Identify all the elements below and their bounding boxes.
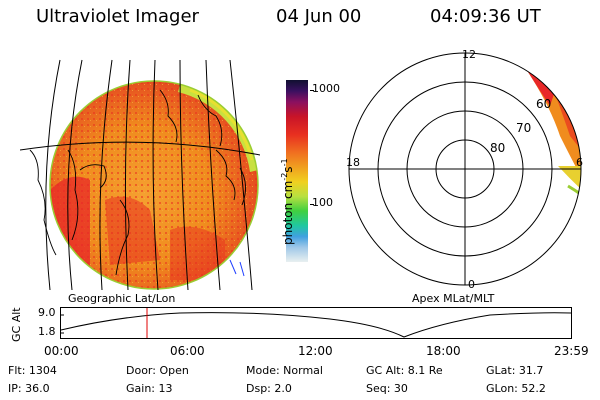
lat-label-80: 80 [490,141,505,155]
polar-plot: 12 18 6 0 60 70 80 [346,48,583,291]
orbit-ymax-label: 9.0 [38,306,56,319]
apex-label: Apex MLat/MLT [412,292,495,305]
geographic-image [20,59,260,290]
time-tick-0600: 06:00 [170,344,205,358]
ip-value: IP: 36.0 [8,382,50,395]
altitude-curve [60,312,572,338]
mlt-label-12: 12 [462,48,476,61]
time-tick-0000: 00:00 [44,344,79,358]
gain-value: Gain: 13 [126,382,173,395]
colorbar-unit-label: photon cm-2s-1 [280,158,295,245]
orbit-altitude-plot [60,307,572,339]
time-tick-2359: 23:59 [554,344,589,358]
colorbar [286,80,308,262]
lat-label-60: 60 [536,97,551,111]
red-emission-region [50,176,90,270]
geo-longitude: GLon: 52.2 [486,382,546,395]
flight-number: Flt: 1304 [8,364,57,377]
time-tick-1800: 18:00 [426,344,461,358]
door-status: Door: Open [126,364,189,377]
mlt-label-6: 6 [576,156,583,169]
time-label: 04:09:36 UT [430,6,541,27]
orbit-ylabel: GC Alt [10,307,23,342]
mlt-label-0: 0 [468,278,475,291]
colorbar-tick-1000: 1000 [312,82,340,95]
sequence-number: Seq: 30 [366,382,408,395]
date-label: 04 Jun 00 [276,6,362,27]
mlt-label-18: 18 [346,156,360,169]
mode-value: Mode: Normal [246,364,323,377]
dsp-value: Dsp: 2.0 [246,382,292,395]
gc-altitude: GC Alt: 8.1 Re [366,364,443,377]
geographic-label: Geographic Lat/Lon [68,292,176,305]
lat-label-70: 70 [516,121,531,135]
orbit-ymin-label: 1.8 [38,325,56,338]
geo-latitude: GLat: 31.7 [486,364,544,377]
instrument-title: Ultraviolet Imager [36,6,199,27]
colorbar-tick-100: 100 [312,196,333,209]
time-tick-1200: 12:00 [298,344,333,358]
